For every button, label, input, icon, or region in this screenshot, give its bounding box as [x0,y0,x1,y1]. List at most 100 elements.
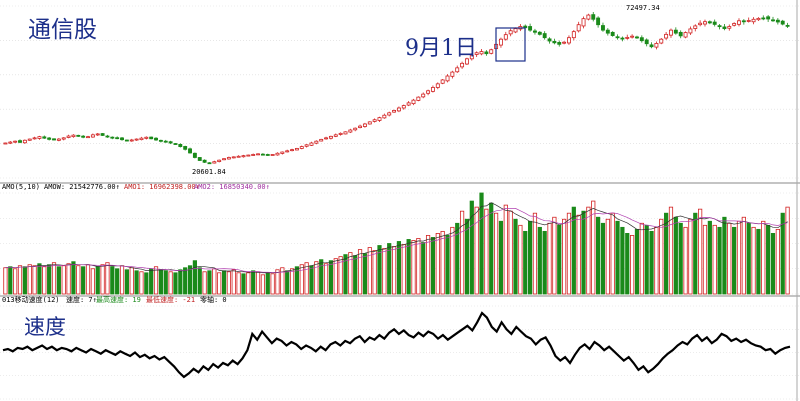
candle-body [581,18,586,27]
candle-body [503,34,508,40]
candle-body [552,40,557,44]
volume-bar [722,216,727,295]
candle-body [163,140,168,143]
volume-bar [450,226,455,295]
volume-bar [775,228,780,295]
candle-body [664,33,669,39]
candle-body [265,154,270,156]
volume-bar [649,230,654,295]
volume-bar [129,267,134,295]
volume-bar [396,241,402,295]
volume-bar [770,232,776,295]
volume-bar [659,218,664,295]
candle-body [571,31,576,39]
volume-bar [591,200,596,295]
volume-bar [353,255,358,295]
candle-body [484,51,489,55]
candle-body [173,143,178,145]
candle-body [309,142,314,146]
volume-bar [85,264,91,295]
candle-body [673,29,678,34]
volume-bar [377,245,382,295]
volume-ma10-line [5,208,788,273]
candle-body [639,37,644,42]
volume-bar [357,249,363,295]
candle-body [124,139,129,142]
candle-body [610,31,615,36]
candle-body [528,26,533,31]
candle-body [654,43,659,48]
volume-bar [382,248,387,295]
candle-body [183,146,188,150]
candle-body [712,21,717,25]
volume-bar [168,271,173,295]
candle-body [37,136,42,139]
volume-bar [576,214,581,295]
volume-bar [197,267,202,295]
candle-body [586,14,591,20]
candle-body [489,49,494,54]
amo-legend-amo1: AMO1: 16962398.00↑ [124,183,200,191]
candle-body [343,131,348,135]
candle-body [445,75,450,82]
candle-body [435,83,440,88]
volume-bar [430,237,436,295]
volume-bar [702,224,708,295]
speed-legend-low: 最低速度: -21 [146,295,195,304]
volume-bar [71,261,76,295]
candle-body [775,19,780,23]
candle-body [780,20,785,25]
candle-body [464,58,469,65]
amo-legend-amo2: AMO2: 16850340.00↑ [194,183,270,191]
speed-legend-speed: 速度: 7↑ [66,295,97,304]
speed-legend-zero: 零轴: 0 [200,295,227,304]
candle-body [771,19,775,22]
volume-bar [255,271,261,295]
volume-bar [668,206,674,295]
candle-body [100,133,105,136]
volume-bar [391,246,397,295]
candle-body [766,16,771,20]
volume-bar [32,265,37,295]
volume-bar [654,226,659,295]
candle-body [275,152,280,156]
candle-body [115,137,120,140]
candle-body [596,17,601,26]
candle-body [387,112,392,116]
volume-bar [688,218,693,295]
speed-legend-high: 最高速度: 19 [96,295,141,304]
volume-bar [3,267,8,295]
volume-bar [105,262,110,295]
candle-body [693,25,698,29]
candle-body [222,158,226,161]
candle-body [256,153,261,156]
candle-body [129,139,134,142]
candle-body [178,143,183,148]
candle-body [411,99,416,105]
volume-bar [246,272,251,295]
candle-body [285,150,290,153]
volume-bar [173,272,178,295]
candle-body [722,26,727,30]
candle-body [3,142,8,145]
candle-body [197,157,202,161]
volume-bar [47,264,52,295]
volume-bar [217,272,222,295]
volume-bar [780,212,785,295]
volume-bar [192,260,197,295]
volume-bar [328,260,334,295]
volume-bar [732,226,737,295]
volume-bar [8,266,13,295]
volume-bar [251,270,256,295]
max-price-label: 72497.34 [626,4,660,12]
candle-body [474,52,479,55]
volume-bar [285,270,290,295]
volume-bar [493,212,499,295]
candle-body [217,159,222,162]
volume-bar [56,266,61,295]
candle-body [732,23,737,26]
candle-body [47,137,52,140]
candle-body [630,35,635,38]
volume-bar [469,200,474,295]
candle-body [547,38,552,42]
